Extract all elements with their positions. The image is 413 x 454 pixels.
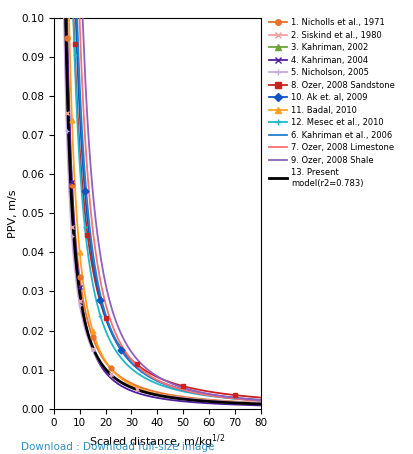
Y-axis label: PPV, m/s: PPV, m/s <box>8 189 18 237</box>
X-axis label: Scaled distance, m/kg$^{1/2}$: Scaled distance, m/kg$^{1/2}$ <box>89 433 225 451</box>
Legend: 1. Nicholls et al., 1971, 2. Siskind et al., 1980, 3. Kahriman, 2002, 4. Kahrima: 1. Nicholls et al., 1971, 2. Siskind et … <box>268 19 394 188</box>
Text: Download : Download full-size image: Download : Download full-size image <box>21 442 214 452</box>
